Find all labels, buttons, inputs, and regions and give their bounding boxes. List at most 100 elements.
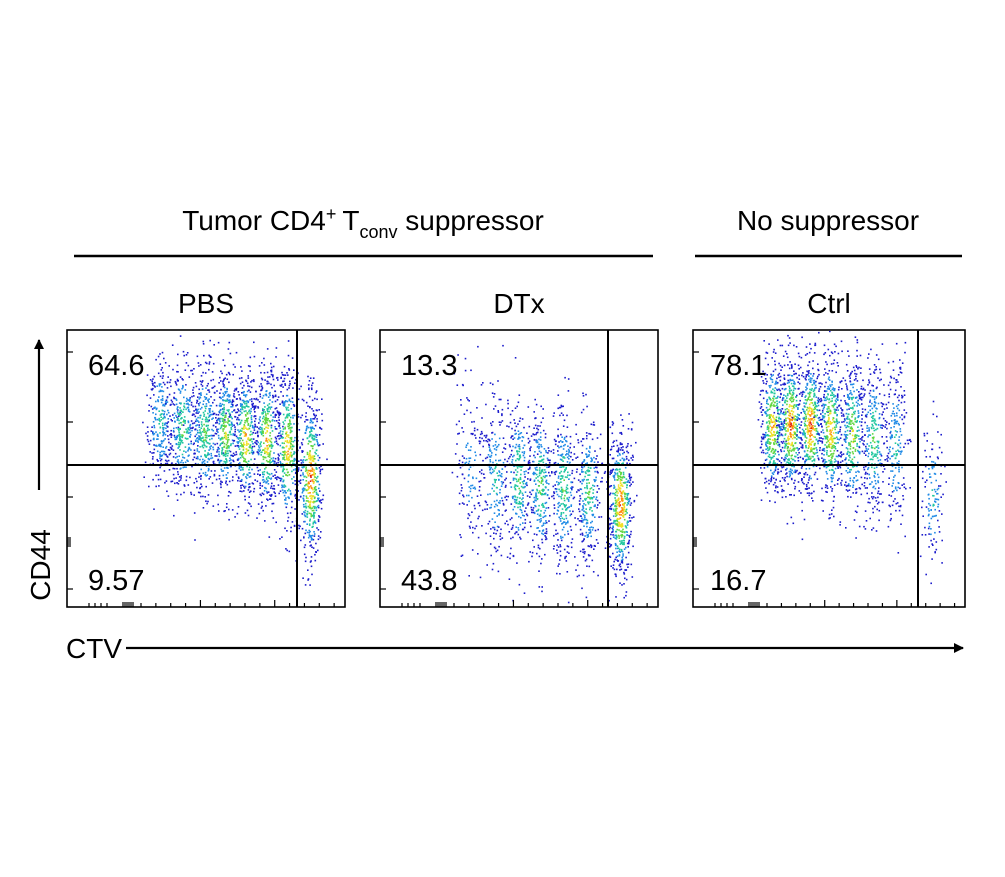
- event-dot: [221, 452, 223, 455]
- event-dot: [601, 477, 603, 479]
- event-dot: [589, 433, 592, 435]
- event-dot: [316, 434, 318, 436]
- event-dot: [540, 421, 543, 424]
- event-dot: [195, 457, 198, 460]
- event-dot: [584, 475, 586, 478]
- event-dot: [619, 530, 622, 533]
- event-dot: [191, 395, 193, 398]
- event-dot: [621, 499, 623, 501]
- event-dot: [628, 413, 630, 415]
- event-dot: [558, 516, 560, 519]
- event-dot: [306, 516, 309, 518]
- event-dot: [625, 478, 628, 480]
- event-dot: [517, 480, 520, 482]
- event-dot: [240, 466, 242, 469]
- event-dot: [576, 468, 578, 471]
- event-dot: [502, 437, 505, 439]
- event-dot: [228, 508, 230, 511]
- event-dot: [308, 486, 310, 488]
- event-dot: [292, 462, 294, 465]
- event-dot: [290, 492, 292, 495]
- event-dot: [623, 459, 625, 462]
- event-dot: [182, 462, 184, 464]
- event-dot: [268, 536, 271, 538]
- event-dot: [322, 494, 325, 497]
- event-dot: [249, 475, 252, 478]
- event-dot: [258, 445, 260, 447]
- event-dot: [305, 489, 308, 492]
- event-dot: [527, 472, 530, 474]
- event-dot: [233, 393, 235, 395]
- event-dot: [626, 502, 629, 504]
- event-dot: [217, 434, 220, 437]
- event-dot: [247, 460, 250, 463]
- event-dot: [159, 466, 161, 469]
- event-dot: [190, 420, 193, 422]
- event-dot: [622, 528, 624, 531]
- event-dot: [215, 422, 217, 424]
- event-dot: [619, 517, 622, 519]
- event-dot: [503, 447, 505, 449]
- event-dot: [515, 526, 517, 528]
- event-dot: [245, 410, 247, 412]
- event-dot: [574, 517, 576, 519]
- event-dot: [490, 528, 492, 530]
- event-dot: [489, 439, 491, 442]
- event-dot: [263, 418, 266, 421]
- event-dot: [274, 407, 277, 410]
- event-dot: [534, 424, 537, 427]
- event-dot: [149, 397, 152, 399]
- event-dot: [249, 444, 252, 446]
- event-dot: [511, 449, 513, 452]
- event-dot: [269, 494, 271, 496]
- event-dot: [308, 507, 311, 509]
- event-dot: [533, 496, 536, 499]
- event-dot: [581, 479, 584, 481]
- event-dot: [573, 477, 576, 480]
- event-dot: [569, 474, 571, 476]
- event-dot: [272, 374, 274, 376]
- event-dot: [514, 477, 516, 480]
- event-dot: [261, 378, 264, 381]
- event-dot: [495, 449, 498, 451]
- event-dot: [584, 551, 586, 553]
- event-dot: [306, 510, 309, 513]
- event-dot: [284, 374, 287, 376]
- event-dot: [231, 479, 234, 482]
- event-dot: [220, 483, 222, 486]
- event-dot: [615, 524, 618, 526]
- event-dot: [210, 470, 213, 472]
- event-dot: [177, 462, 180, 465]
- event-dot: [493, 490, 495, 492]
- event-dot: [519, 497, 521, 499]
- event-dot: [585, 393, 587, 396]
- event-dot: [180, 410, 183, 413]
- event-dot: [234, 415, 236, 418]
- event-dot: [176, 416, 178, 419]
- division-peak-pbs-5: [228, 341, 264, 517]
- event-dot: [160, 369, 163, 371]
- event-dot: [321, 419, 324, 422]
- event-dot: [263, 357, 265, 360]
- event-dot: [283, 456, 285, 458]
- event-dot: [579, 495, 581, 497]
- event-dot: [182, 350, 185, 353]
- event-dot: [608, 599, 610, 602]
- event-dot: [172, 430, 175, 432]
- event-dot: [316, 493, 319, 496]
- event-dot: [553, 545, 555, 547]
- event-dot: [283, 457, 285, 460]
- event-dot: [241, 412, 243, 414]
- event-dot: [288, 448, 291, 451]
- event-dot: [308, 457, 310, 460]
- event-dot: [248, 446, 251, 448]
- event-dot: [609, 492, 612, 495]
- event-dot: [172, 403, 175, 405]
- event-dot: [154, 418, 157, 421]
- event-dot: [633, 500, 636, 503]
- event-dot: [314, 416, 316, 418]
- event-dot: [766, 402, 768, 405]
- event-dot: [569, 461, 571, 464]
- event-dot: [311, 507, 314, 509]
- event-dot: [529, 455, 531, 457]
